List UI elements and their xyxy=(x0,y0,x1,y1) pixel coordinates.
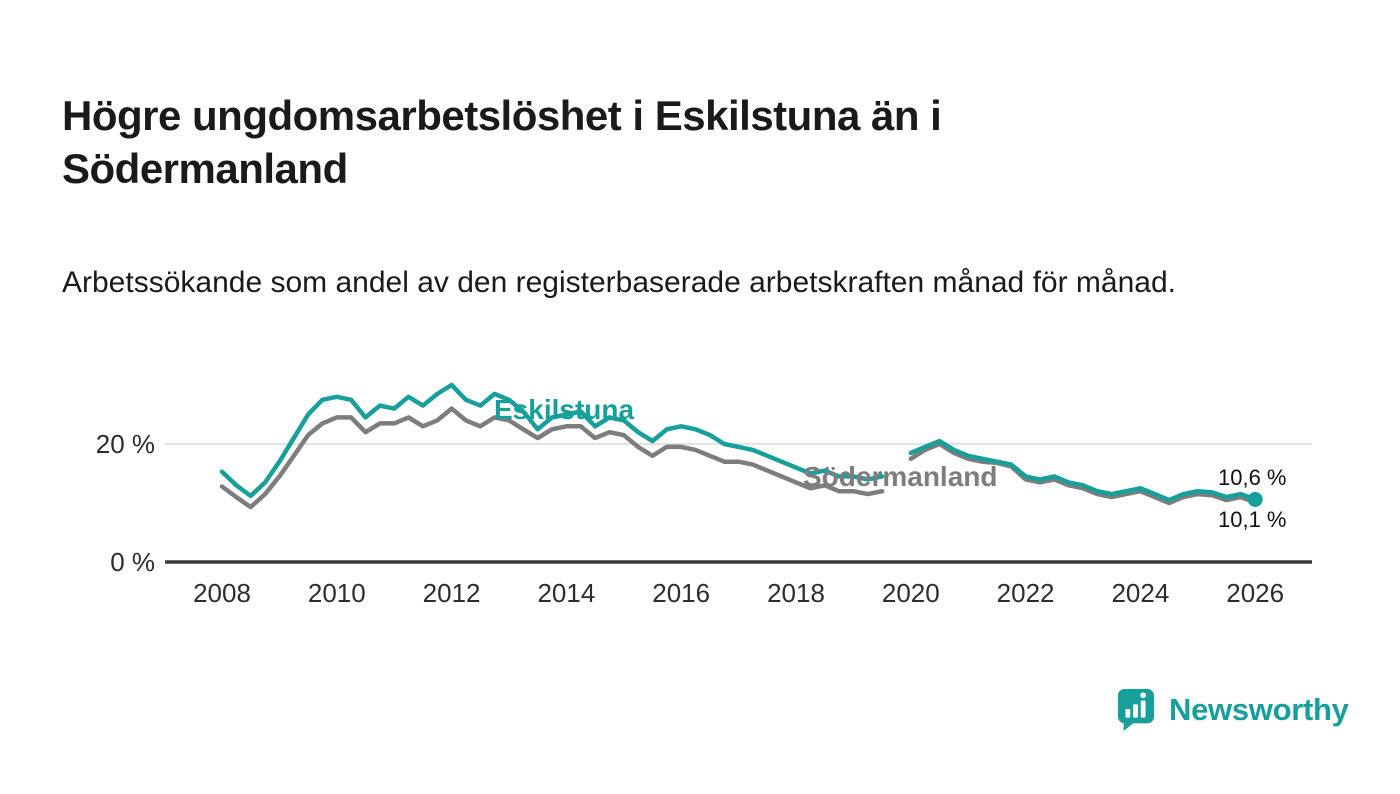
x-tick-label: 2014 xyxy=(537,578,596,608)
x-tick-label: 2010 xyxy=(307,578,366,608)
x-tick-label: 2022 xyxy=(996,578,1055,608)
series-label-sodermanland: Södermanland xyxy=(803,461,998,492)
newsworthy-branding: Newsworthy xyxy=(1115,687,1349,733)
x-tick-label: 2018 xyxy=(767,578,825,608)
x-tick-label: 2008 xyxy=(193,578,251,608)
newsworthy-logo-icon xyxy=(1117,689,1155,731)
y-tick-label: 20 % xyxy=(95,429,155,459)
x-tick-label: 2026 xyxy=(1226,578,1285,608)
end-value-label-sodermanland: 10,1 % xyxy=(1218,507,1287,532)
newsworthy-wordmark: Newsworthy xyxy=(1169,692,1349,727)
x-tick-label: 2012 xyxy=(422,578,481,608)
x-tick-label: 2020 xyxy=(881,578,940,608)
series-label-eskilstuna: Eskilstuna xyxy=(494,394,635,425)
end-value-label-eskilstuna: 10,6 % xyxy=(1218,465,1287,490)
x-tick-label: 2016 xyxy=(652,578,711,608)
chart-subtitle: Arbetssökande som andel av den registerb… xyxy=(62,266,1176,299)
y-tick-label: 0 % xyxy=(110,547,155,577)
x-tick-label: 2024 xyxy=(1111,578,1170,608)
page-title: Högre ungdomsarbetslöshet i Eskilstuna ä… xyxy=(62,92,942,193)
